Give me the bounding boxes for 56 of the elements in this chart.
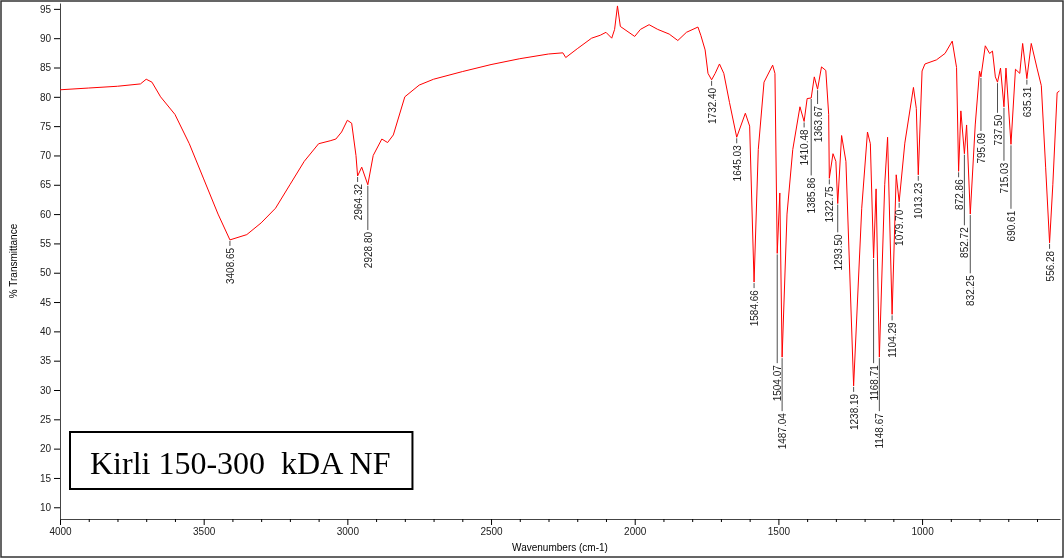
annotation: Kirli 150-300 kDA NF (90, 445, 391, 481)
annotation: 852.72 (959, 226, 971, 258)
annotation: 1584.66 (749, 289, 761, 327)
annotation: 795.09 (975, 132, 987, 164)
y-tick-label: 25 (39, 414, 52, 426)
annotation: 715.03 (998, 162, 1010, 194)
y-tick-label: 35 (39, 355, 52, 367)
annotation: 635.31 (1021, 86, 1033, 118)
annotation: 872.86 (953, 178, 965, 210)
y-tick-label: 95 (39, 3, 52, 15)
annotation: 1645.03 (731, 144, 743, 182)
y-tick-label: 70 (39, 150, 52, 162)
annotation: 1732.40 (706, 87, 718, 124)
x-tick-label: 2500 (480, 526, 504, 538)
y-tick-label: 40 (39, 326, 52, 338)
annotation: 1079.70 (894, 209, 906, 246)
y-tick-label: 10 (39, 501, 52, 513)
y-tick-label: 75 (39, 120, 52, 132)
annotation: 1504.07 (772, 364, 784, 402)
annotation: 1385.86 (806, 177, 818, 214)
annotation: 1013.23 (913, 182, 925, 219)
y-tick-label: 65 (39, 179, 52, 191)
annotation: 737.50 (992, 114, 1004, 146)
annotation: 1104.29 (887, 321, 899, 358)
annotation: 1322.75 (824, 185, 836, 223)
y-tick-label: 45 (39, 296, 52, 308)
y-axis-title: % Transmittance (8, 223, 19, 299)
y-tick-label: 20 (39, 443, 52, 455)
y-tick-label: 15 (39, 472, 52, 484)
annotation: 2928.80 (362, 231, 374, 269)
annotation: 690.61 (1005, 210, 1017, 242)
y-tick-label: 85 (39, 62, 52, 74)
y-tick-label: 50 (39, 267, 52, 279)
annotation: 1238.19 (848, 393, 860, 431)
x-tick-label: 2000 (624, 526, 647, 538)
x-tick-label: 4000 (49, 526, 73, 538)
y-tick-label: 60 (39, 208, 52, 220)
x-tick-label: 1000 (911, 526, 935, 538)
annotation: 1168.71 (868, 364, 880, 401)
annotation: 1148.67 (874, 412, 886, 449)
annotation: 1487.04 (777, 412, 789, 450)
y-tick-label: 30 (39, 384, 52, 396)
annotation: 1293.50 (832, 233, 844, 271)
x-tick-label: 1500 (767, 526, 791, 538)
x-tick-label: 3500 (193, 526, 216, 538)
x-tick-label: 3000 (336, 526, 360, 538)
annotation: 2964.32 (352, 183, 364, 221)
annotation: 1363.67 (812, 105, 824, 143)
y-tick-label: 90 (39, 32, 52, 44)
y-tick-label: 55 (39, 238, 52, 250)
annotation: 556.28 (1044, 250, 1056, 282)
annotation: 832.25 (965, 274, 977, 306)
annotation: 3408.65 (224, 247, 236, 285)
annotation: 1410.48 (799, 129, 811, 166)
y-tick-label: 80 (39, 91, 52, 103)
x-axis-title: Wavenumbers (cm-1) (512, 542, 608, 553)
